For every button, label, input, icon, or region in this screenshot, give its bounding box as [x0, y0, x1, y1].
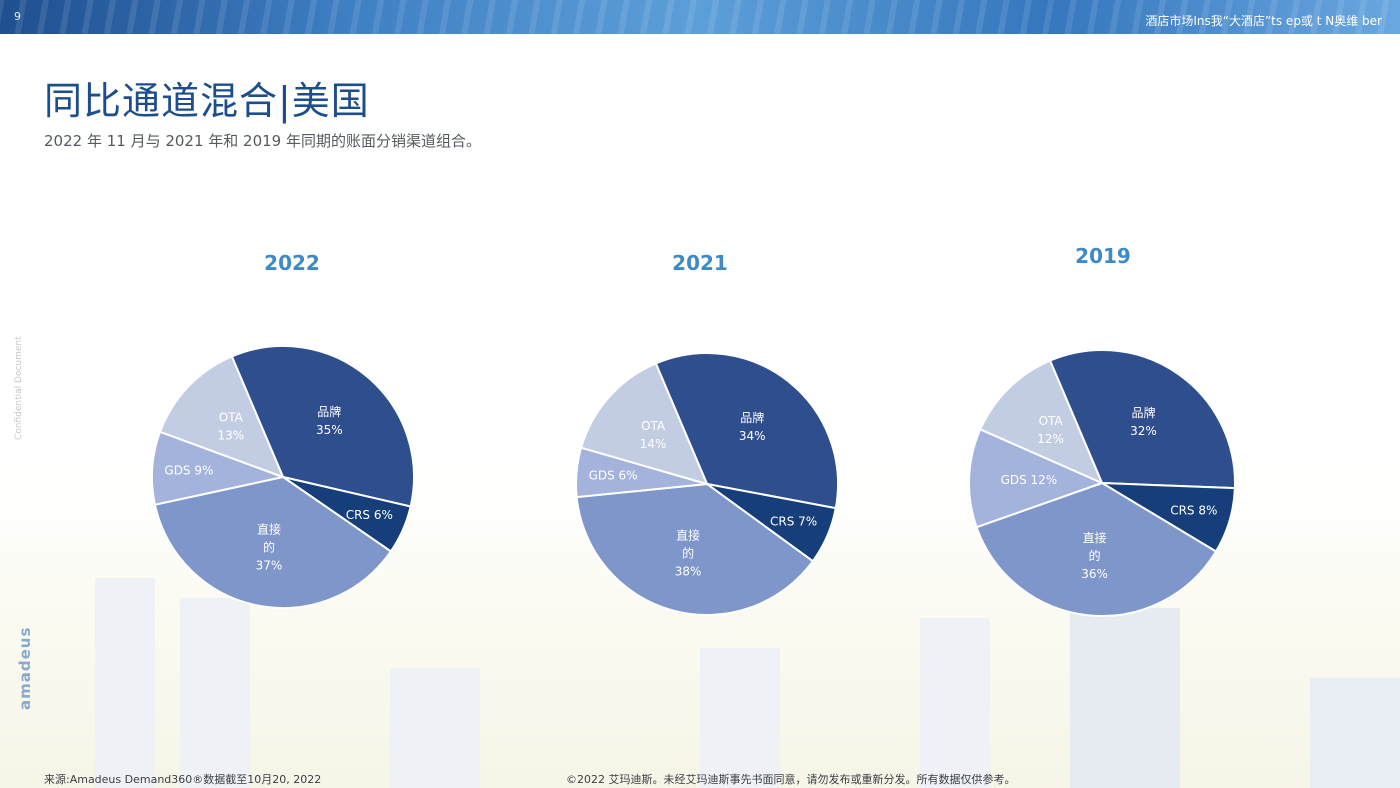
slice-value-label: 32% — [1130, 424, 1157, 438]
pie-slice — [153, 475, 393, 609]
slice-label: 的 — [1089, 548, 1101, 563]
pie-slice — [230, 345, 415, 508]
pie-slice — [575, 482, 815, 616]
skyline-building — [920, 618, 990, 788]
slice-label: CRS 8% — [1170, 503, 1217, 517]
slice-value-label: 36% — [1081, 567, 1108, 581]
pie-slice — [968, 428, 1105, 529]
slice-label: GDS 12% — [1001, 473, 1058, 487]
slice-label: OTA — [219, 410, 244, 424]
pie-slice — [158, 355, 285, 479]
slice-value-label: 34% — [739, 429, 766, 443]
slice-label: CRS 7% — [770, 514, 817, 528]
slice-value-label: 12% — [1037, 432, 1064, 446]
header-banner-texture — [0, 0, 1400, 34]
slice-label: GDS 6% — [589, 469, 638, 483]
slice-value-label: 35% — [316, 423, 343, 437]
slice-label: 的 — [682, 546, 694, 561]
pie-slice — [1048, 349, 1236, 490]
skyline-building — [95, 578, 155, 788]
slice-label: OTA — [641, 419, 666, 433]
slice-value-label: 37% — [256, 559, 283, 573]
header-text: 酒店市场Ins我“大酒店”ts ep或 t N奥维 ber — [1145, 14, 1382, 28]
slice-value-label: 38% — [675, 565, 702, 579]
skyline-building — [180, 598, 250, 788]
slice-label: 品牌 — [317, 405, 341, 419]
page-subtitle: 2022 年 11 月与 2021 年和 2019 年同期的账面分销渠道组合。 — [44, 132, 481, 150]
slice-label: 直接 — [1083, 530, 1107, 545]
slice-label: 品牌 — [740, 411, 764, 425]
pie-slice — [975, 481, 1218, 617]
slice-label: 品牌 — [1131, 406, 1155, 420]
pie-slice — [579, 362, 709, 486]
chart-title: 2021 — [672, 251, 728, 275]
skyline-building — [1310, 678, 1400, 788]
pie-chart-2019: 2019 品牌 32% CRS 8% 直接的 36% GDS 12% OTA 12% — [968, 244, 1236, 617]
pie-chart-2022: 2022 品牌 35% CRS 6% 直接的 37% GDS 9% OTA 13% — [151, 251, 415, 609]
slice-label: OTA — [1039, 414, 1064, 428]
source-note: 来源:Amadeus Demand360®数据截至10月20, 2022 — [44, 773, 322, 786]
pie-slice — [978, 359, 1104, 485]
pie-chart-2021: 2021 品牌 34% CRS 7% 直接的 38% GDS 6% OTA 14% — [575, 251, 839, 616]
header-banner: 9 酒店市场Ins我“大酒店”ts ep或 t N奥维 ber — [0, 0, 1400, 34]
chart-title: 2022 — [264, 251, 320, 275]
chart-title: 2019 — [1075, 244, 1131, 268]
slice-label: 的 — [263, 540, 275, 555]
skyline-building — [1070, 608, 1180, 788]
slice-label: 直接 — [676, 528, 700, 543]
slice-value-label: 14% — [640, 437, 667, 451]
slice-label: CRS 6% — [346, 508, 393, 522]
slice-label: GDS 9% — [164, 463, 213, 477]
slice-label: 直接 — [257, 522, 281, 537]
page-title: 同比通道混合|美国 — [44, 79, 370, 123]
page-number: 9 — [14, 10, 21, 23]
slice-value-label: 13% — [217, 428, 244, 442]
copyright-note: ©2022 艾玛迪斯。未经艾玛迪斯事先书面同意，请勿发布或重新分发。所有数据仅供… — [566, 773, 1016, 786]
skyline-building — [700, 648, 780, 788]
skyline-building — [390, 668, 480, 788]
